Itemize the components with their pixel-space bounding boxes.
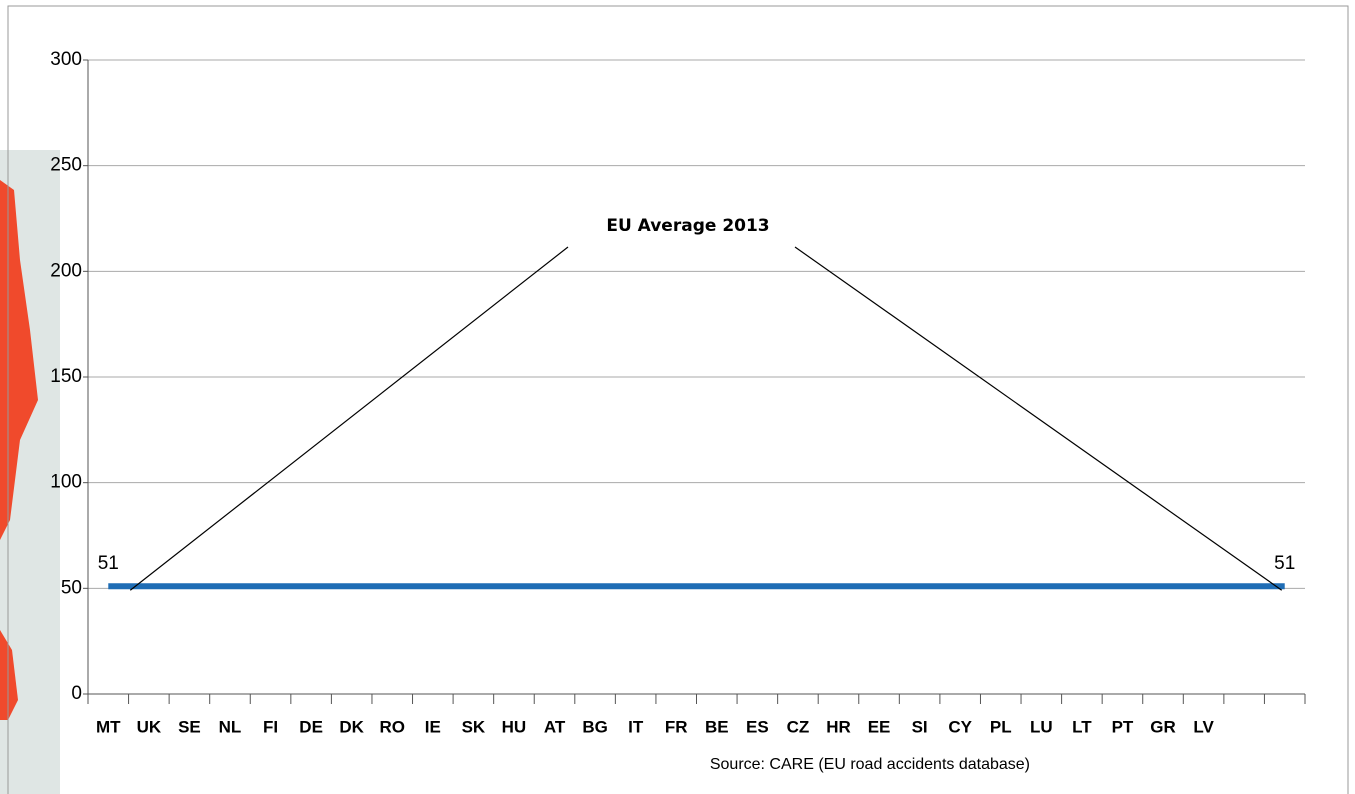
x-tick-label: BG bbox=[582, 717, 608, 736]
x-tick-label: FR bbox=[665, 717, 688, 736]
x-tick-label: BE bbox=[705, 717, 729, 736]
x-tick-label: LV bbox=[1193, 717, 1214, 736]
x-tick-label: GR bbox=[1150, 717, 1176, 736]
y-tick-label: 50 bbox=[61, 577, 82, 598]
x-tick-label: DE bbox=[299, 717, 323, 736]
y-tick-label: 150 bbox=[50, 366, 82, 387]
x-tick-label: SI bbox=[912, 717, 928, 736]
x-tick-label: SE bbox=[178, 717, 201, 736]
background-map bbox=[0, 150, 60, 794]
x-tick-label: PL bbox=[990, 717, 1012, 736]
x-tick-label: DK bbox=[339, 717, 364, 736]
source: Source: CARE (EU road accidents database… bbox=[710, 756, 1030, 773]
x-tick-label: LT bbox=[1072, 717, 1092, 736]
frame bbox=[7, 5, 1349, 794]
y-tick-label: 300 bbox=[50, 49, 82, 70]
x-tick-label: HU bbox=[502, 717, 527, 736]
x-tick-label: SK bbox=[462, 717, 486, 736]
annotation-pointer bbox=[129, 246, 569, 591]
x-tick-label: PT bbox=[1112, 717, 1134, 736]
x-tick-label: EE bbox=[868, 717, 891, 736]
annotation-pointer bbox=[794, 246, 1283, 591]
data-label: 51 bbox=[1274, 553, 1295, 574]
y-tick-label: 200 bbox=[50, 260, 82, 281]
y-tick-label: 0 bbox=[71, 683, 82, 704]
x-tick-label: UK bbox=[137, 717, 162, 736]
map-region bbox=[0, 180, 38, 540]
x-tick-label: HR bbox=[826, 717, 851, 736]
y-tick-label: 100 bbox=[50, 472, 82, 493]
x-tick-label: AT bbox=[544, 717, 566, 736]
x-tick-label: NL bbox=[219, 717, 242, 736]
x-tick-label: IT bbox=[628, 717, 644, 736]
x-tick-label: RO bbox=[380, 717, 406, 736]
x-tick-label: LU bbox=[1030, 717, 1053, 736]
data-label: 51 bbox=[98, 553, 119, 574]
x-tick-label: IE bbox=[425, 717, 441, 736]
x-tick-label: CZ bbox=[787, 717, 810, 736]
y-tick-label: 250 bbox=[50, 155, 82, 176]
x-tick-label: FI bbox=[263, 717, 278, 736]
map-region bbox=[0, 630, 18, 720]
x-tick-label: ES bbox=[746, 717, 769, 736]
x-tick-label: CY bbox=[948, 717, 972, 736]
annotation: EU Average 2013 bbox=[606, 216, 769, 236]
x-tick-label: MT bbox=[96, 717, 121, 736]
